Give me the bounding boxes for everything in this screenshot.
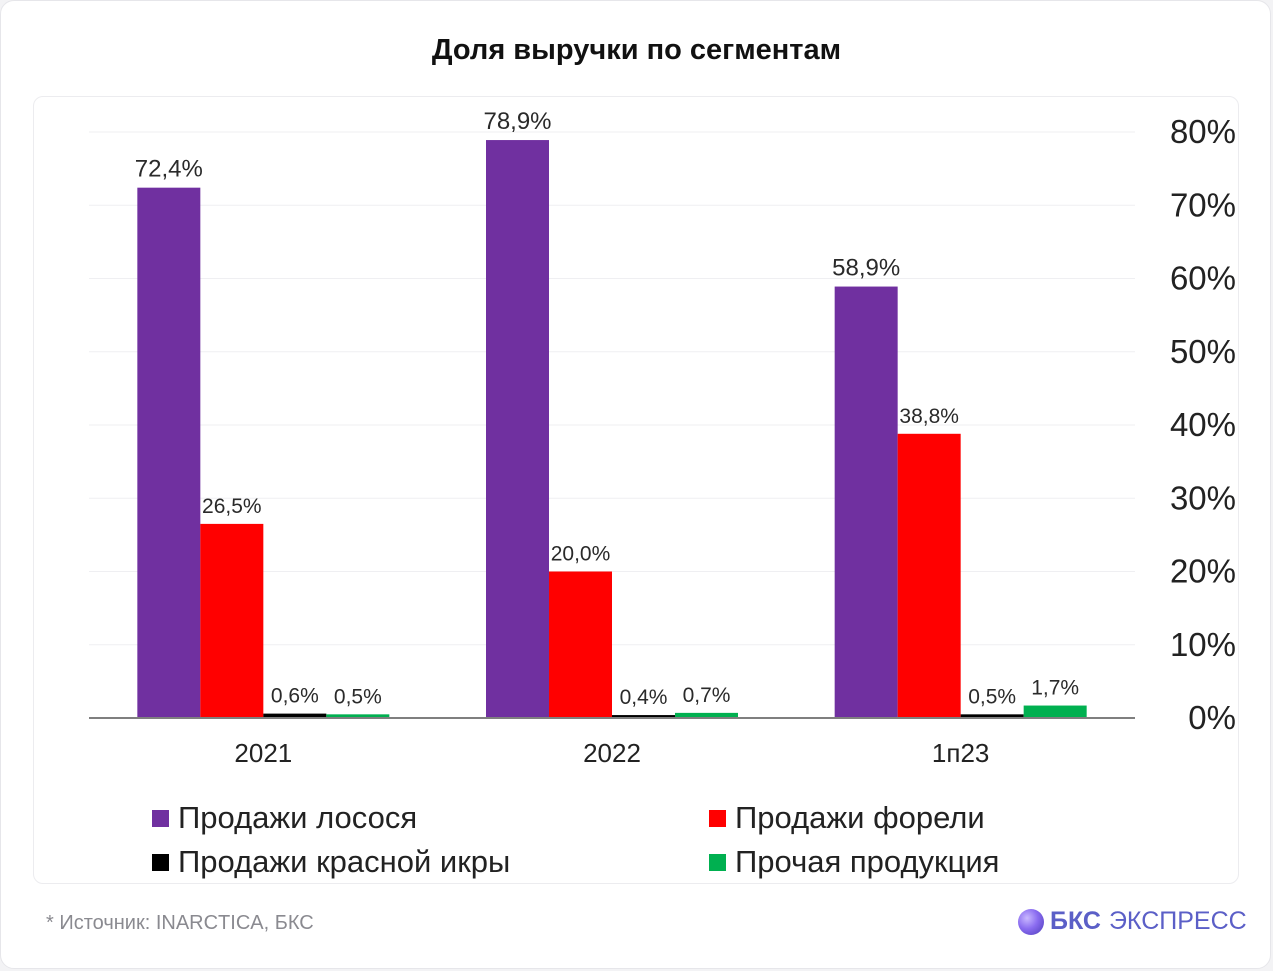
x-tick-label: 2021 <box>234 738 292 768</box>
brand-name: БКС <box>1050 907 1101 935</box>
brand-logo: БКС ЭКСПРЕСС <box>1018 907 1247 936</box>
bar <box>486 140 549 718</box>
legend-item: Прочая продукция <box>709 844 999 880</box>
data-label: 0,5% <box>968 685 1016 708</box>
bar <box>675 712 738 718</box>
legend-label: Продажи красной икры <box>178 844 511 879</box>
bar <box>137 187 201 719</box>
bar <box>549 571 612 718</box>
y-tick-label: 0% <box>1188 699 1236 736</box>
y-tick-label: 40% <box>1170 406 1236 443</box>
legend-swatch <box>152 853 169 871</box>
y-tick-label: 10% <box>1170 626 1236 663</box>
legend-item: Продажи красной икры <box>152 844 510 880</box>
legend-swatch <box>152 809 169 827</box>
legend-item: Продажи форели <box>709 800 985 836</box>
y-tick-label: 30% <box>1170 479 1236 516</box>
legend-swatch <box>709 809 726 827</box>
data-label: 58,9% <box>832 255 900 282</box>
y-tick-label: 80% <box>1170 113 1236 150</box>
x-tick-label: 2022 <box>583 738 641 768</box>
data-label: 0,5% <box>334 685 382 708</box>
bar <box>897 433 961 718</box>
brand-suffix: ЭКСПРЕСС <box>1108 907 1247 935</box>
data-label: 38,8% <box>899 405 959 428</box>
y-tick-label: 20% <box>1170 553 1236 590</box>
legend-label: Продажи лосося <box>178 800 418 835</box>
bar <box>263 713 327 718</box>
data-label: 78,9% <box>483 108 551 135</box>
data-label: 0,7% <box>683 684 731 707</box>
data-label: 0,4% <box>620 686 668 709</box>
bar <box>612 715 675 718</box>
legend-item: Продажи лосося <box>152 800 417 836</box>
data-label: 72,4% <box>135 156 203 183</box>
chart-panel <box>33 96 1239 884</box>
y-tick-label: 60% <box>1170 260 1236 297</box>
sphere-logo-icon <box>1018 908 1044 935</box>
x-tick-label: 1п23 <box>932 738 989 768</box>
bar <box>200 523 264 718</box>
y-tick-label: 50% <box>1170 333 1236 370</box>
bar <box>960 714 1024 718</box>
bar <box>326 714 390 718</box>
data-label: 1,7% <box>1031 677 1079 700</box>
bar <box>834 286 898 718</box>
source-note: * Источник: INARCTICA, БКС <box>46 912 314 934</box>
data-label: 20,0% <box>551 543 611 566</box>
legend-swatch <box>709 853 726 871</box>
y-tick-label: 70% <box>1170 186 1236 223</box>
data-label: 0,6% <box>271 685 319 708</box>
legend-label: Прочая продукция <box>735 844 1000 879</box>
data-label: 26,5% <box>202 495 262 518</box>
bar <box>1023 705 1087 718</box>
legend-label: Продажи форели <box>735 800 985 835</box>
chart-title: Доля выручки по сегментам <box>431 34 842 66</box>
